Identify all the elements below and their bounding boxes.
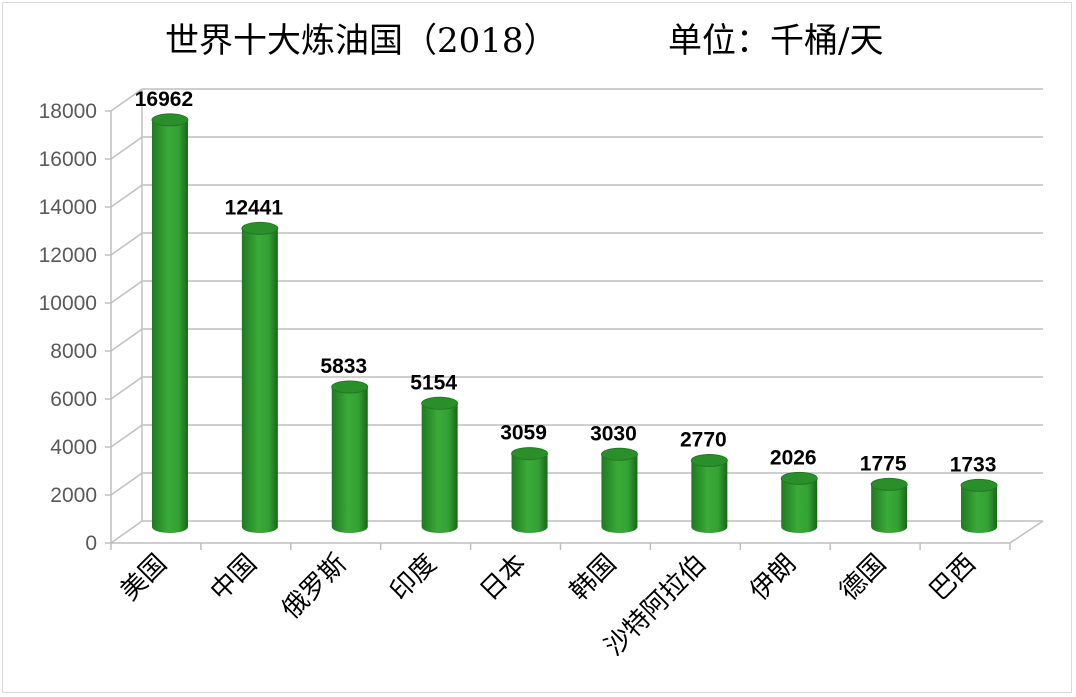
side-gridline [110,280,143,304]
bar-top [690,454,728,468]
bar [780,471,818,533]
bar-top [960,478,998,492]
data-label: 3030 [590,422,637,445]
chart-unit: 单位：千桶/天 [668,21,883,61]
bar [331,380,369,533]
data-label: 2026 [770,446,817,469]
data-label: 2770 [680,429,727,452]
bar-top [241,221,279,235]
side-gridline [110,472,143,496]
y-tick-label: 0 [85,532,97,555]
x-tick-label: 印度 [385,549,443,607]
bar-top [511,447,549,461]
bar-top [331,380,369,394]
bar [960,478,998,533]
bar [600,447,638,533]
bar [870,477,908,533]
x-tick-label: 德国 [834,549,892,607]
y-tick-label: 18000 [39,100,97,123]
side-gridline [110,184,143,208]
bar [241,221,279,533]
bar-top [600,447,638,461]
side-gridline [110,328,143,352]
data-label: 16962 [135,88,193,111]
y-tick-label: 6000 [50,388,97,411]
floor-right-edge [1009,520,1044,544]
data-label: 5154 [410,371,457,394]
bar [421,396,459,533]
bar-body [511,453,548,533]
x-tick-label: 伊朗 [744,549,802,607]
data-label: 5833 [320,355,367,378]
x-tick-label: 美国 [115,549,173,607]
side-gridline [110,376,143,400]
y-tick-label: 10000 [39,292,97,315]
x-tick-label: 俄罗斯 [276,549,352,625]
data-label: 12441 [225,196,284,219]
bar [690,454,728,533]
x-tick-label: 韩国 [564,549,622,607]
side-gridline [110,232,143,256]
bar [511,447,549,533]
x-tick-label: 日本 [475,549,533,607]
bar-body [961,485,998,533]
side-gridline [110,424,143,448]
bar-body [331,387,368,533]
y-tick-label: 12000 [39,244,97,267]
x-tick-label: 巴西 [924,549,982,607]
bar-body [781,478,818,533]
bar-body [601,454,638,533]
y-tick-label: 16000 [39,148,97,171]
side-gridline [110,88,143,112]
side-gridline [110,136,143,160]
y-tick-label: 4000 [50,436,97,459]
y-tick-label: 2000 [50,484,97,507]
bar-top [151,113,189,127]
bar-body [241,228,278,533]
y-tick-label: 8000 [50,340,97,363]
bar-body [871,484,908,533]
bar-body [421,403,458,533]
data-label: 3059 [500,422,547,445]
bar-body [691,460,728,533]
bar-top [780,471,818,485]
side-gridline [110,520,143,544]
data-label: 1775 [860,452,907,475]
data-label: 1733 [950,453,997,476]
y-tick-label: 14000 [39,196,97,219]
bar [151,113,189,534]
chart-title: 世界十大炼油国（2018） [165,21,558,61]
bar-top [421,396,459,410]
bar-body [151,119,188,534]
x-tick-label: 中国 [205,549,263,607]
bar-top [870,477,908,491]
